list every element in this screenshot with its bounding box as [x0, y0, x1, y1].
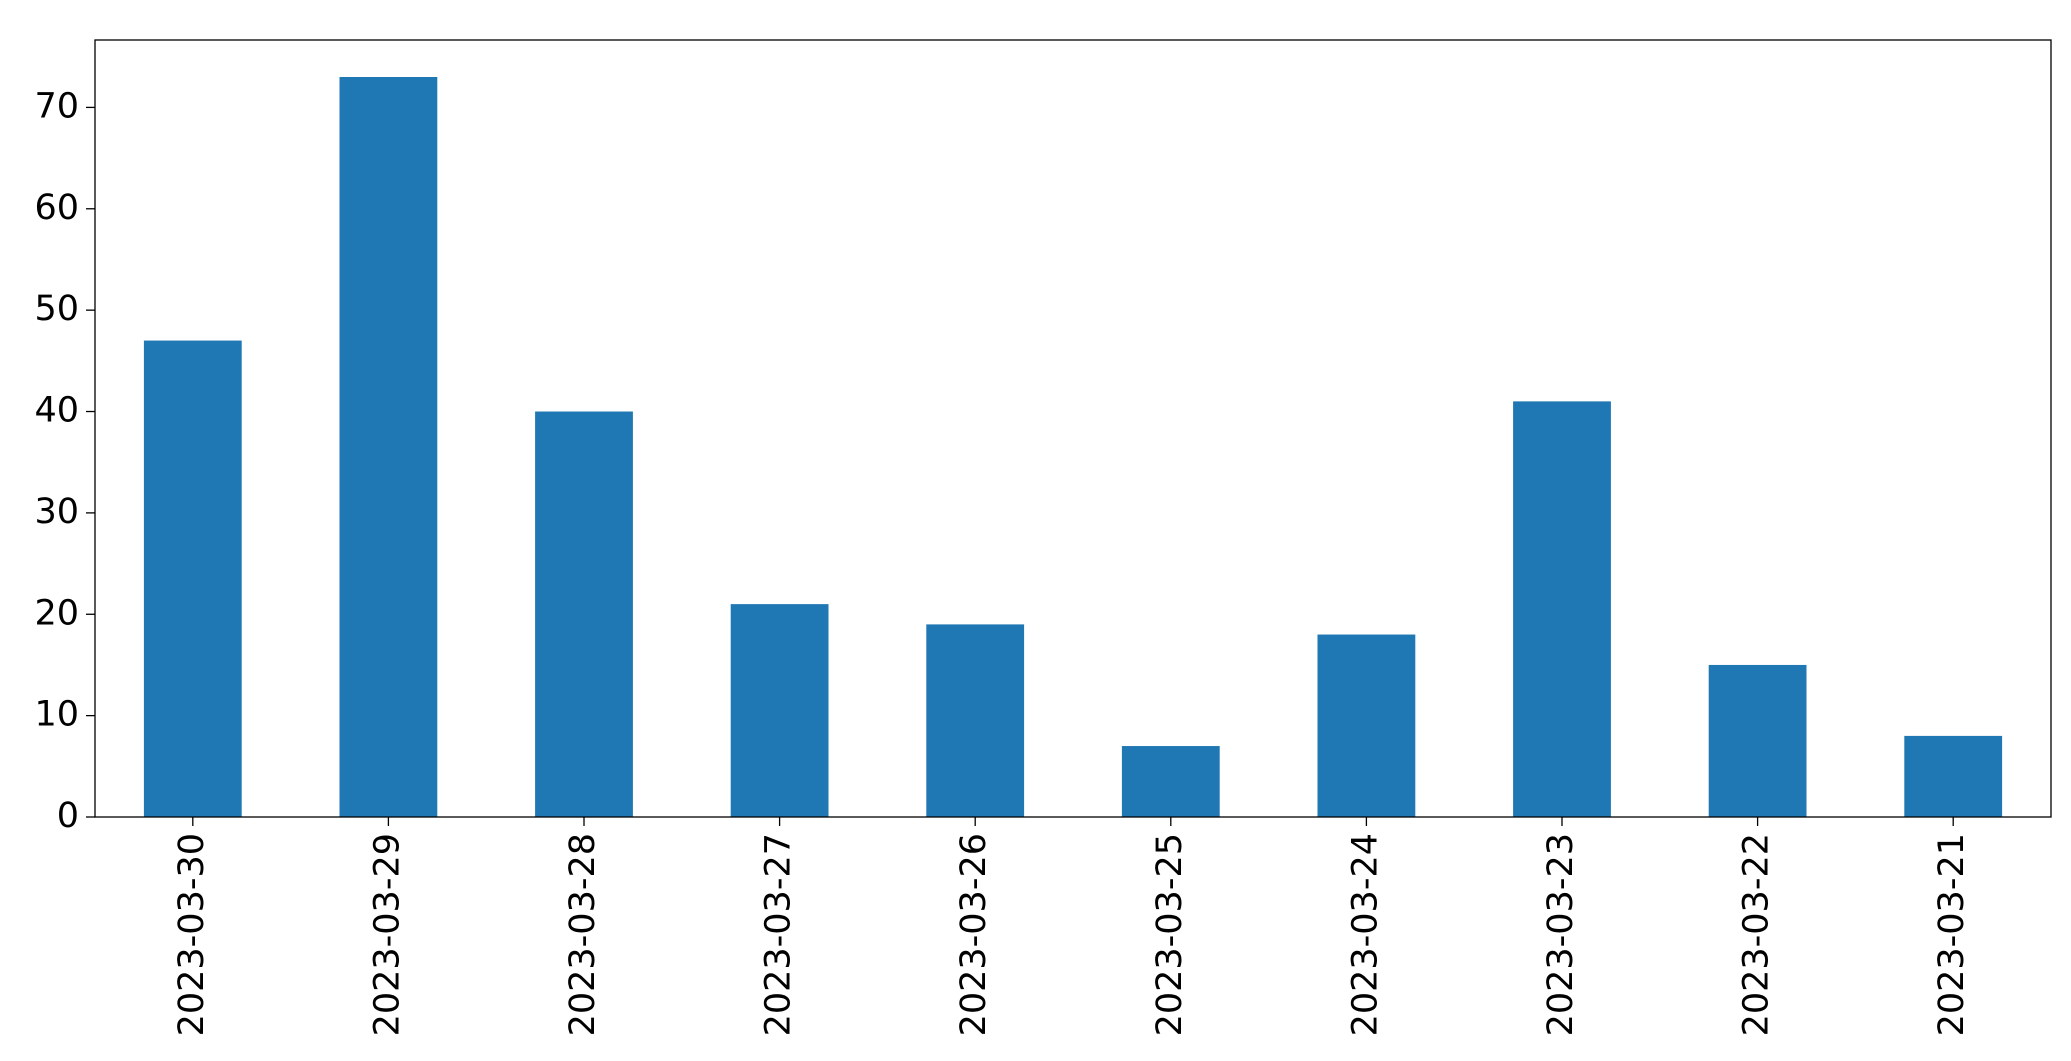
y-tick-label: 60 — [34, 188, 79, 228]
bar — [1708, 664, 1807, 817]
bar — [926, 624, 1025, 817]
bar — [1513, 401, 1611, 817]
bar — [1121, 746, 1220, 817]
x-tick-label: 2023-03-27 — [759, 833, 799, 1036]
y-tick-label: 10 — [34, 695, 79, 735]
y-tick-label: 50 — [34, 289, 79, 329]
bar — [1904, 735, 2003, 817]
bar — [730, 604, 829, 817]
bar — [1317, 634, 1416, 817]
x-tick-label: 2023-03-24 — [1345, 833, 1385, 1036]
bar — [339, 77, 438, 817]
y-tick-label: 20 — [34, 593, 79, 633]
plot-frame — [94, 39, 2052, 818]
x-tick-label: 2023-03-26 — [954, 833, 994, 1036]
x-tick-label: 2023-03-25 — [1150, 833, 1190, 1036]
bar — [143, 340, 242, 817]
y-tick-label: 30 — [34, 492, 79, 532]
x-tick-label: 2023-03-21 — [1932, 833, 1972, 1036]
y-tick-label: 70 — [34, 86, 79, 126]
x-tick-label: 2023-03-28 — [563, 833, 603, 1036]
x-tick-label: 2023-03-22 — [1737, 833, 1777, 1036]
x-tick-label: 2023-03-29 — [367, 833, 407, 1036]
y-tick-label: 40 — [34, 391, 79, 431]
bar — [535, 411, 633, 817]
y-tick-label: 0 — [57, 796, 79, 836]
x-tick-label: 2023-03-30 — [172, 833, 212, 1036]
x-tick-label: 2023-03-23 — [1541, 833, 1581, 1036]
